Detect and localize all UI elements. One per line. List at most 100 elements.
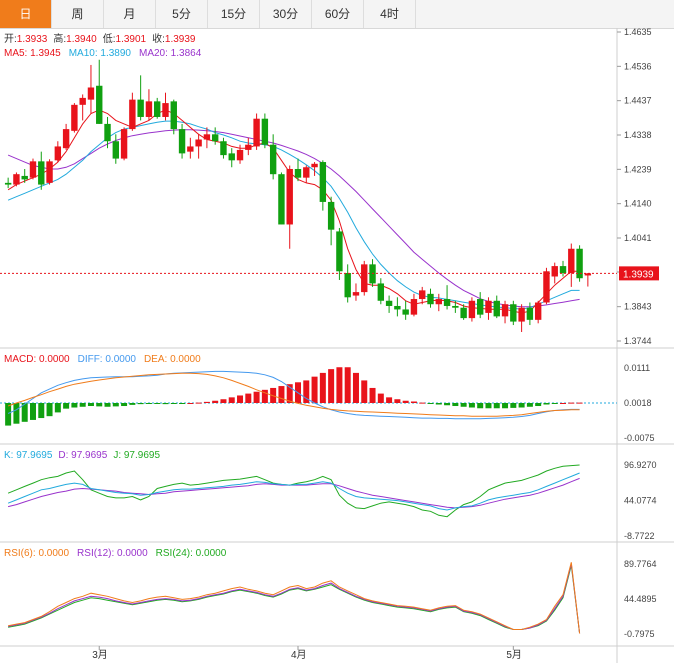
candle-body	[369, 264, 376, 284]
macd-bar	[195, 402, 202, 404]
tab-7[interactable]: 4时	[364, 0, 416, 28]
kdj-k-line	[7, 472, 580, 511]
price-axis-label: 1.4437	[624, 96, 652, 106]
macd-bar	[145, 403, 152, 404]
low-value: 1.3901	[116, 34, 147, 45]
candle-body	[87, 87, 95, 100]
candle-body	[402, 309, 409, 315]
macd-bar	[29, 403, 36, 420]
candle-body	[336, 231, 343, 272]
macd-bar	[402, 400, 409, 403]
price-axis-label: 1.4239	[624, 164, 652, 174]
candle-body	[327, 201, 335, 230]
macd-bar	[54, 403, 61, 413]
macd-bar	[477, 403, 484, 409]
macd-bar	[386, 397, 393, 403]
candle-body	[112, 141, 120, 159]
candle-body	[104, 123, 111, 142]
macd-bar	[427, 403, 434, 404]
candle-body	[62, 129, 70, 149]
candle-body	[361, 264, 368, 293]
macd-bar	[261, 389, 268, 403]
candle-body	[162, 103, 169, 117]
candle-body	[468, 300, 476, 319]
candle-body	[294, 168, 302, 178]
close-label: 收:	[152, 32, 165, 45]
tab-2[interactable]: 月	[104, 0, 156, 28]
macd-bar	[179, 403, 186, 404]
tab-6[interactable]: 60分	[312, 0, 364, 28]
price-axis-label: 1.4041	[624, 233, 652, 243]
candle-body	[435, 299, 442, 305]
price-axis-label: 1.4338	[624, 130, 652, 140]
candle-body	[245, 144, 252, 150]
candle-body	[286, 168, 293, 225]
macd-bar	[13, 403, 20, 424]
macd-bar	[510, 403, 517, 408]
candle-body	[427, 293, 434, 305]
candle-body	[576, 248, 583, 279]
current-price-badge	[619, 266, 659, 281]
open-value: 1.3933	[17, 34, 48, 45]
macd-bar	[543, 403, 550, 405]
ma5-label: MA5: 1.3945	[4, 48, 61, 59]
macd-bar	[104, 403, 111, 407]
candle-body	[394, 305, 401, 310]
candle-body	[71, 104, 78, 131]
tab-0[interactable]: 日	[0, 0, 52, 28]
tab-4[interactable]: 15分	[208, 0, 260, 28]
rsi6-line	[8, 562, 581, 634]
candle-body	[460, 307, 467, 319]
candle-body	[559, 266, 567, 274]
macd-bar	[460, 403, 467, 407]
rsi6-label: RSI(6): 0.0000	[4, 548, 69, 559]
candle-body	[120, 129, 128, 159]
candle-body	[236, 149, 244, 161]
price-axis-label: 1.3843	[624, 302, 652, 312]
macd-dea-line	[7, 372, 580, 417]
candle-body	[543, 271, 550, 303]
rsi24-line	[8, 565, 581, 634]
candle-body	[303, 167, 310, 178]
macd-bar	[377, 393, 384, 403]
tab-1[interactable]: 周	[52, 0, 104, 28]
candle-body	[13, 174, 20, 185]
candle-body	[518, 307, 525, 322]
kline-chart: 1.4635 1.4536 1.4437 1.4338 1.4239 1.4140 1.40…	[0, 28, 674, 663]
ma10-label: MA10: 1.3890	[69, 48, 132, 59]
macd-bar	[212, 400, 219, 403]
macd-bar	[435, 403, 442, 405]
macd-bar	[46, 403, 53, 417]
candle-body	[29, 161, 37, 178]
macd-bar	[551, 403, 558, 404]
macd-bar	[502, 403, 509, 409]
tab-5[interactable]: 30分	[260, 0, 312, 28]
macd-axis-label: 0.0018	[624, 398, 652, 408]
candle-body	[278, 174, 285, 225]
candle-body	[261, 118, 269, 145]
macd-bar	[5, 403, 12, 426]
x-axis-label: 4月	[291, 649, 307, 661]
candle-body	[319, 162, 327, 202]
high-label: 高:	[53, 32, 66, 45]
macd-bar	[286, 384, 293, 403]
rsi-readout: RSI(6): 0.0000 RSI(12): 0.0000 RSI(24): 0.…	[4, 548, 227, 559]
macd-bar	[361, 380, 368, 403]
candle-body	[154, 101, 161, 117]
rsi-axis-label: 44.4895	[624, 594, 657, 604]
candle-body	[4, 182, 12, 185]
candle-body	[129, 99, 136, 130]
ma10-line	[7, 120, 580, 310]
macd-diff-line	[7, 370, 580, 420]
macd-readout: MACD: 0.0000 DIFF: 0.0000 DEA: 0.0000	[4, 354, 201, 365]
x-axis-label: 3月	[92, 649, 108, 661]
macd-bar	[468, 403, 475, 408]
candle-body	[54, 146, 62, 161]
macd-bar	[568, 402, 575, 404]
macd-bar	[137, 403, 144, 405]
candle-body	[485, 300, 492, 313]
tab-3[interactable]: 5分	[156, 0, 208, 28]
ma20-label: MA20: 1.3864	[139, 48, 202, 59]
kdj-axis-label: 44.0774	[624, 496, 657, 506]
candle-body	[170, 101, 177, 130]
